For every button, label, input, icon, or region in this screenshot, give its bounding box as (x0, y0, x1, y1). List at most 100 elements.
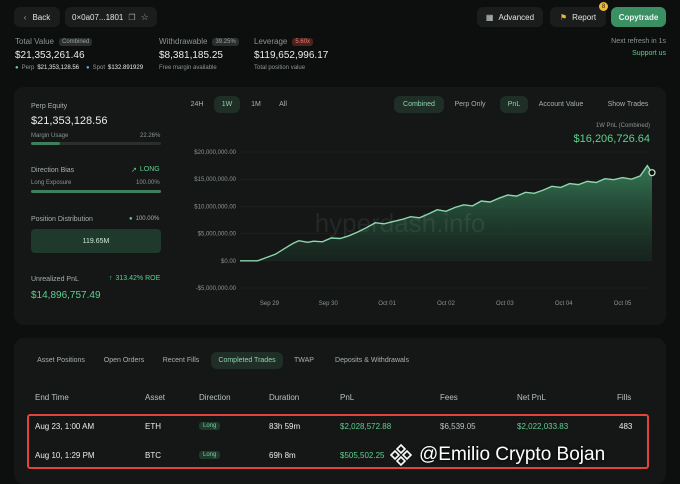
row2-end-time: Aug 10, 1:29 PM (35, 451, 95, 460)
x-tick-label: Oct 03 (496, 301, 514, 307)
long-exposure-value: 100.00% (136, 180, 160, 186)
support-link[interactable]: Support us (632, 50, 666, 57)
long-exposure-bar (31, 190, 161, 193)
y-tick-label: $15,000,000.00 (194, 177, 236, 183)
highlight-frame (27, 414, 649, 469)
report-label: Report (572, 12, 597, 22)
row1-pnl: $2,028,572.88 (340, 422, 392, 431)
x-tick-label: Oct 05 (614, 301, 632, 307)
trend-up-icon: ↗ (131, 167, 137, 174)
pnl-last-point (648, 169, 656, 177)
range-tab-1m[interactable]: 1M (251, 101, 261, 108)
unrealized-pnl-value: $14,896,757.49 (31, 290, 101, 301)
leverage-value: $119,652,996.17 (254, 50, 329, 61)
report-button[interactable]: ⚑ Report 8 (550, 2, 608, 27)
margin-usage-value: 22.26% (140, 133, 161, 139)
tab-open-orders[interactable]: Open Orders (103, 357, 145, 364)
unrealized-pnl-roe: 313.42% ROE (115, 275, 161, 282)
withdrawable-block: Withdrawable 39.25% $8,381,185.25 Free m… (159, 37, 239, 71)
copytrade-button[interactable]: Copytrade (611, 7, 666, 27)
leverage-chip: 5.60x (292, 37, 314, 46)
direction-bias-value-wrap: ↗ LONG (131, 166, 160, 174)
tab-asset-positions[interactable]: Asset Positions (37, 357, 85, 364)
header-fills: Fills (617, 393, 632, 402)
pnl-chart-value: $16,206,726.64 (573, 133, 650, 145)
pnl-series-line (240, 164, 653, 262)
y-tick-label: $0.00 (221, 259, 237, 265)
flag-icon: ⚑ (559, 12, 568, 22)
tab-twap[interactable]: TWAP (294, 357, 314, 364)
direction-bias-label: Direction Bias (31, 167, 75, 174)
leverage-block: Leverage 5.60x $119,652,996.17 Total pos… (254, 37, 328, 71)
header-duration: Duration (269, 393, 300, 402)
metric-tab-account-value[interactable]: Account Value (538, 101, 584, 108)
advanced-button[interactable]: ▦ Advanced (477, 7, 543, 27)
refresh-text: Next refresh in 1s (611, 38, 666, 45)
range-tab-all[interactable]: All (279, 101, 287, 108)
tab-completed-trades[interactable]: Completed Trades (211, 352, 283, 369)
mode-tab-perp-only[interactable]: Perp Only (454, 101, 486, 108)
mode-tab-combined[interactable]: Combined (394, 96, 444, 113)
leverage-sub: Total position value (254, 65, 306, 71)
back-button[interactable]: ‹ Back (14, 7, 60, 27)
positions-panel (14, 338, 666, 484)
row1-direction: Long (199, 422, 221, 430)
y-tick-label: $20,000,000.00 (194, 150, 236, 156)
tab-deposits-withdrawals[interactable]: Deposits & Withdrawals (335, 357, 409, 364)
total-value-chip: Combined (59, 37, 93, 46)
y-tick-label: $5,000,000.00 (198, 232, 237, 238)
margin-usage-bar (31, 142, 161, 145)
unrealized-pnl-roe-wrap: ↑ 313.42% ROE (109, 275, 160, 282)
chart-watermark: hyperdash.info (315, 208, 486, 238)
spot-value: $132.891929 (108, 65, 144, 71)
perp-label: Perp (21, 65, 35, 71)
copy-icon[interactable]: ❐ (128, 12, 136, 22)
direction-bias-value: LONG (139, 166, 160, 173)
pnl-chart-title: 1W PnL (Combined) (595, 123, 650, 129)
row2-asset: BTC (145, 451, 161, 460)
perp-dot-icon: ● (15, 65, 19, 71)
perp-equity-label: Perp Equity (31, 103, 68, 110)
position-distribution-value-wrap: ● 100.00% (129, 216, 159, 222)
show-trades-button[interactable]: Show Trades (607, 101, 649, 108)
y-tick-label: $10,000,000.00 (194, 204, 236, 210)
binance-logo-icon (389, 443, 413, 467)
chart-bars-icon: ▦ (485, 12, 494, 22)
row1-fees: $6,539.05 (440, 422, 476, 431)
row1-net-pnl: $2,022,033.83 (517, 422, 569, 431)
row2-duration: 69h 8m (269, 451, 296, 460)
address-pill[interactable]: 0×0a07...1801 ❐ ☆ (65, 7, 157, 27)
total-value: $21,353,261.46 (15, 50, 85, 61)
dot-icon: ● (129, 216, 133, 222)
withdrawable-label: Withdrawable (159, 37, 208, 46)
total-value-block: Total Value Combined $21,353,261.46 ● Pe… (15, 37, 143, 71)
range-tab-1w[interactable]: 1W (214, 96, 240, 113)
header-asset: Asset (145, 393, 166, 402)
header-fees: Fees (440, 393, 458, 402)
withdrawable-value: $8,381,185.25 (159, 50, 223, 61)
row1-duration: 83h 59m (269, 422, 301, 431)
credit-text: @Emilio Crypto Bojan (419, 444, 606, 465)
leverage-label: Leverage (254, 37, 288, 46)
header-pnl: PnL (340, 393, 355, 402)
address-text: 0×0a07...1801 (72, 12, 124, 22)
advanced-label: Advanced (498, 12, 535, 22)
withdrawable-sub: Free margin available (159, 65, 217, 71)
header-direction: Direction (199, 393, 231, 402)
margin-usage-fill (31, 142, 60, 145)
spot-dot-icon: ● (86, 65, 90, 71)
metric-tab-pnl[interactable]: PnL (500, 96, 528, 113)
tab-recent-fills[interactable]: Recent Fills (162, 357, 200, 364)
pnl-area-fill (240, 165, 652, 261)
row2-direction: Long (199, 451, 221, 459)
chevron-left-icon: ‹ (23, 12, 27, 22)
arrow-up-icon: ↑ (109, 275, 113, 282)
header-end-time: End Time (35, 393, 69, 402)
x-tick-label: Oct 01 (378, 301, 396, 307)
long-exposure-label: Long Exposure (31, 180, 72, 186)
range-tab-24h[interactable]: 24H (190, 101, 204, 108)
row1-asset: ETH (145, 422, 161, 431)
y-tick-label: -$5,000,000.00 (196, 286, 237, 292)
star-icon[interactable]: ☆ (140, 11, 149, 22)
x-tick-label: Sep 29 (260, 301, 280, 307)
